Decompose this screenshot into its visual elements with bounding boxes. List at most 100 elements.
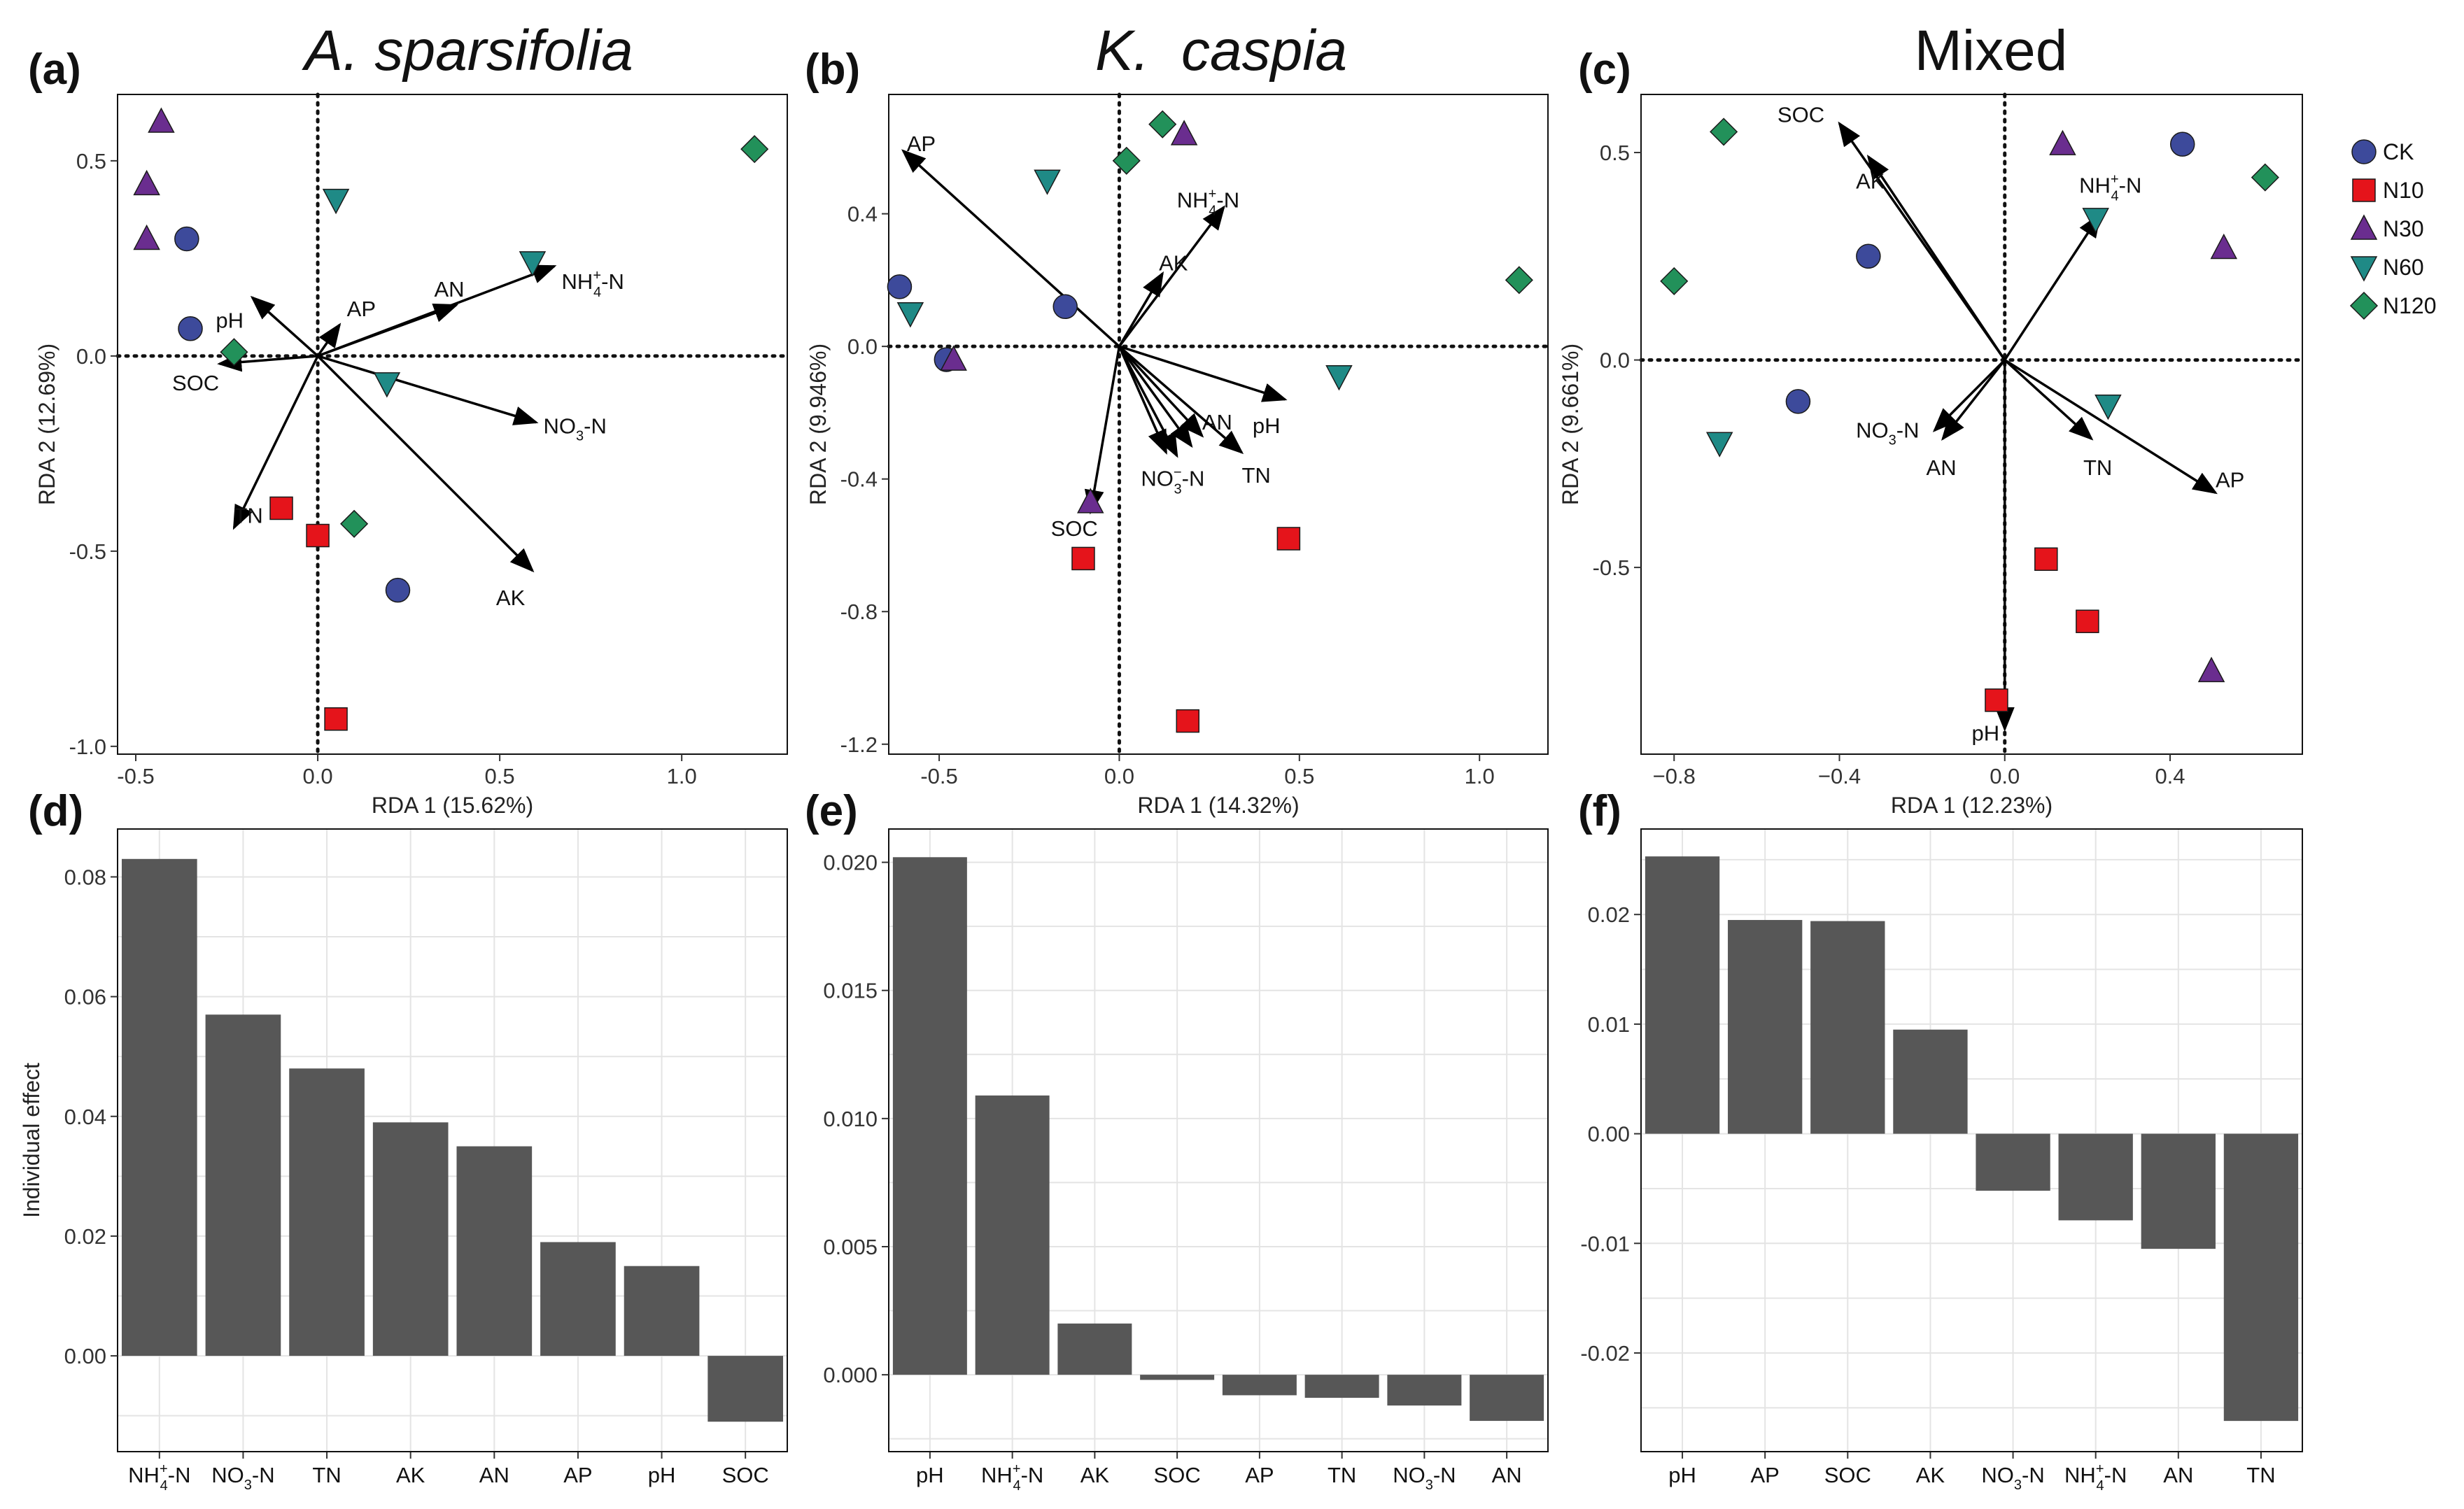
title-a: A. sparsifolia xyxy=(301,19,633,83)
point-n10 xyxy=(1276,527,1301,551)
point-n120 xyxy=(1112,146,1141,175)
vector-label-soc: SOC xyxy=(1777,103,1824,127)
legend-symbol-n60 xyxy=(2350,256,2378,282)
y-tick-label: -0.01 xyxy=(1580,1231,1630,1256)
point-n10 xyxy=(1985,688,2008,712)
y-tick-label: 0.02 xyxy=(1588,902,1630,927)
point-n120 xyxy=(1660,267,1689,295)
legend-label-ck: CK xyxy=(2383,139,2414,164)
vector-vx1 xyxy=(1118,346,1193,448)
point-n30 xyxy=(2210,233,2238,260)
point-n60 xyxy=(2095,395,2122,420)
y-tick-label: 0.02 xyxy=(64,1224,106,1249)
x-tick-label: AP xyxy=(1751,1463,1780,1487)
y-tick-label: 0.06 xyxy=(64,985,106,1009)
point-ck xyxy=(178,316,203,341)
bar xyxy=(707,1356,784,1422)
point-ck xyxy=(385,577,411,603)
vector-ap xyxy=(316,323,342,357)
point-ck xyxy=(2169,132,2195,157)
bar xyxy=(975,1095,1050,1375)
point-ck xyxy=(1785,389,1811,414)
point-n10 xyxy=(2076,609,2099,633)
vector-ap xyxy=(2004,359,2218,495)
point-n60 xyxy=(519,251,547,277)
plot-frame xyxy=(1640,828,2303,1452)
y-tick-label: 0.4 xyxy=(847,202,878,227)
vector-label-ph: pH xyxy=(1253,413,1281,438)
y-tick-label: -1.2 xyxy=(840,732,878,757)
vector-no3 xyxy=(317,355,539,425)
legend-marker-n30 xyxy=(2350,214,2378,240)
vector-nh4 xyxy=(1118,205,1225,348)
vector-label-an: AN xyxy=(434,277,464,302)
bar-chart-d: NH+ 4-N NO3-N TN AK AN AP pH SOC 0.00 0.02 0.04 0.06… xyxy=(19,828,788,1494)
point-n120 xyxy=(340,509,369,538)
x-tick-label: 1.0 xyxy=(1465,764,1495,788)
x-tick-label: −0.8 xyxy=(1653,764,1696,788)
y-tick-label: 0.0 xyxy=(76,344,106,369)
x-tick-label: SOC xyxy=(1154,1463,1201,1487)
bar xyxy=(205,1014,281,1356)
x-tick-label: AP xyxy=(563,1463,592,1487)
vector-label-ak: AK xyxy=(496,586,526,610)
title-c: Mixed xyxy=(1915,19,2068,83)
y-tick-label: 0.0 xyxy=(847,334,878,359)
x-tick-label: AN xyxy=(2163,1463,2193,1487)
legend-marker-ck xyxy=(2351,139,2377,164)
vector-label-nh4: NH+ 4-N xyxy=(1177,187,1239,219)
bar xyxy=(372,1122,449,1356)
vector-label-no3: NO3-N xyxy=(544,413,607,444)
x-tick-label: 0.0 xyxy=(1104,764,1134,788)
y-axis-title: Individual effect xyxy=(19,1063,44,1218)
bar xyxy=(624,1266,700,1356)
bar xyxy=(456,1146,533,1356)
y-tick-label: 0.0 xyxy=(1600,348,1630,373)
legend-marker-n60 xyxy=(2350,256,2378,282)
x-tick-label: pH xyxy=(1668,1463,1696,1487)
point-n10 xyxy=(324,707,348,731)
x-tick-label: 0.4 xyxy=(2155,764,2185,788)
x-tick-label: 0.0 xyxy=(1990,764,2020,788)
vector-label-an: AN xyxy=(1927,455,1957,480)
y-tick-label: 0.010 xyxy=(823,1107,878,1131)
x-axis-title: RDA 1 (12.23%) xyxy=(1891,793,2053,818)
y-tick-label: 0.000 xyxy=(823,1363,878,1387)
legend-label-n120: N120 xyxy=(2383,293,2437,318)
plot-frame xyxy=(1640,94,2303,755)
vector-ak xyxy=(1118,271,1164,348)
point-n60 xyxy=(896,302,924,328)
vector-label-tn: TN xyxy=(2083,455,2112,480)
x-tick-label: AK xyxy=(1916,1463,1945,1487)
legend-item-ck: CK xyxy=(2351,139,2414,164)
bar-chart-f: pH AP SOC AK NO3-N NH+ 4-N AN TN -0.02 -0.01 0.00 0.… xyxy=(1580,828,2303,1494)
x-tick-label: NO3-N xyxy=(211,1463,274,1493)
bar xyxy=(1893,1029,1968,1134)
vector-no3 xyxy=(1118,346,1178,458)
point-n60 xyxy=(1325,365,1353,391)
vector-label-tn: TN xyxy=(234,504,262,528)
vector-ap xyxy=(901,149,1120,348)
panel-label-d: (d) xyxy=(28,787,83,835)
y-tick-label: 0.00 xyxy=(1588,1122,1630,1147)
point-n120 xyxy=(1148,110,1177,139)
bar xyxy=(1057,1323,1132,1375)
x-tick-label: -0.5 xyxy=(920,764,957,788)
vector-vx2 xyxy=(1118,346,1167,455)
x-tick-label: AP xyxy=(1245,1463,1274,1487)
y-tick-label: -0.5 xyxy=(1593,555,1630,580)
y-tick-label: 0.020 xyxy=(823,851,878,875)
vector-tn xyxy=(1118,345,1244,455)
vector-label-ak: AK xyxy=(1856,169,1885,194)
rda-biplot-c: −0.8 −0.4 0.0 0.4 -0.5 0.0 0.5 RDA 1 (12.23%) RD… xyxy=(1558,92,2304,818)
point-ck xyxy=(887,274,913,299)
y-tick-label: -0.8 xyxy=(840,600,878,624)
x-tick-label: NO3-N xyxy=(1981,1463,2044,1493)
legend: CK N10 N30 N60 N120 xyxy=(2349,139,2437,320)
point-n60 xyxy=(2082,208,2109,234)
legend-item-n30: N30 xyxy=(2350,214,2424,241)
legend-symbol-n120 xyxy=(2349,291,2379,320)
legend-item-n10: N10 xyxy=(2352,178,2424,203)
x-tick-label: TN xyxy=(2246,1463,2275,1487)
x-tick-label: -0.5 xyxy=(117,764,154,788)
